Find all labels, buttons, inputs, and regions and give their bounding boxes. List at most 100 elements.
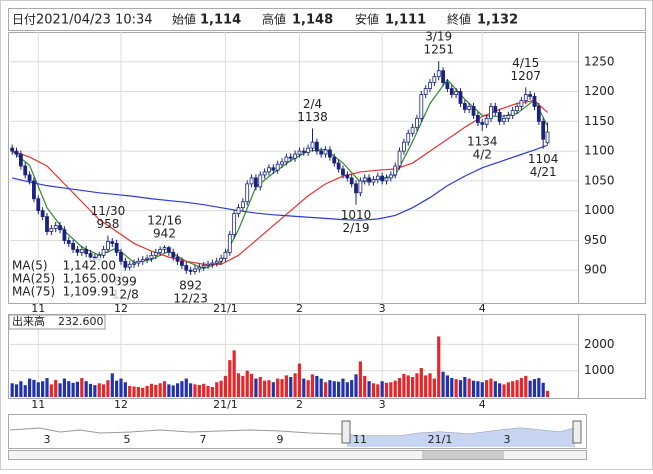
volume-bar [276,378,280,397]
candle-body [49,228,54,232]
volume-bar [524,375,528,397]
annotation-value: 1138 [297,110,328,124]
legend-value: 1,109.91 [63,285,116,299]
candle-body [449,88,454,95]
volume-bar [393,380,397,397]
header-value: 1,111 [385,13,426,28]
candle-body [402,141,406,152]
volume-bar [310,374,315,397]
candle-body [288,156,293,159]
volume-bar [280,379,284,397]
annotation-date: 11/30 [91,204,126,218]
candle-body [180,260,184,266]
candle-body [149,254,154,259]
scrollbar-thumb[interactable] [422,451,504,459]
candle-body [188,269,193,272]
annotation-date: 4/21 [530,165,557,179]
candle-body [27,174,32,182]
candle-body [415,117,419,128]
range-handle-right[interactable] [572,420,582,444]
volume-bar [489,378,493,397]
volume-bar [323,382,328,397]
y-tick-label: 1000 [584,203,615,217]
volume-bar [175,383,180,397]
volume-bar [493,381,497,397]
volume-bar [532,379,537,397]
y-tick-label: 1200 [584,84,615,98]
navigator-label: 7 [200,433,207,446]
scrollbar[interactable] [8,450,587,460]
candle-body [310,141,315,149]
volume-bar [19,381,23,397]
candle-body [236,207,241,215]
volume-bar [315,375,319,397]
candle-body [467,106,472,110]
volume-bar [402,373,406,397]
candle-body [110,241,115,244]
candle-body [106,241,110,250]
annotation-value: 1207 [510,69,541,83]
volume-bar [306,380,310,397]
candle-body [206,263,210,266]
legend-value: 1,142.00 [63,259,116,273]
volume-bar [463,376,467,397]
candle-body [489,106,493,119]
candle-body [193,268,197,272]
volume-bar [75,381,80,397]
volume-bar [511,381,515,397]
volume-bar [415,373,419,397]
candle-body [162,247,167,250]
candle-body [319,150,324,155]
volume-bar [297,363,302,397]
annotation-value: 958 [96,217,119,231]
volume-bar [428,373,432,397]
volume-bar [397,378,402,397]
candle-body [53,225,58,229]
volume-bar [411,376,415,397]
volume-bar [363,375,367,397]
volume-bar [293,373,297,397]
navigator[interactable]: 3 5 7 9 11 21/1 3 [8,414,587,460]
volume-bar [458,380,463,397]
navigator-label: 21/1 [428,433,453,446]
candle-body [341,168,345,176]
x-tick-label: 11 [31,302,45,315]
volume-bar [476,381,480,397]
navigator-label: 5 [124,433,131,446]
volume-bar [445,375,450,397]
volume-bar [406,375,410,397]
volume-bar [467,378,471,397]
candle-body [354,183,358,194]
volume-bar [10,383,14,397]
header-value: 1,132 [477,13,518,28]
candle-body [432,76,437,84]
volume-bar [454,379,458,397]
volume-bar [358,361,362,397]
y-tick-label: 1150 [584,114,615,128]
y-tick-label: 900 [584,263,607,277]
volume-bar [219,380,223,397]
volume-bar [189,383,193,397]
candle-body [367,177,371,183]
range-handle-left[interactable] [341,420,351,444]
legend-value: 1,165.00 [63,272,116,286]
volume-bar [32,379,36,397]
header-label: 終値 [447,12,471,27]
candle-body [428,82,432,89]
candle-body [480,122,485,125]
y-tick-label: 2000 [584,337,615,351]
volume-bar [58,383,62,397]
x-tick-label: 2 [296,398,303,411]
candle-body [423,88,428,95]
candle-body [458,91,463,104]
volume-bar [506,382,510,397]
candle-body [293,153,297,159]
candle-body [62,229,67,241]
volume-bar [223,375,228,397]
candle-body [88,253,93,258]
candle-body [397,150,402,167]
candle-body [328,149,332,158]
navigator-range [347,428,575,447]
volume-label: 出来高 [12,314,45,328]
x-tick-label: 4 [479,398,486,411]
